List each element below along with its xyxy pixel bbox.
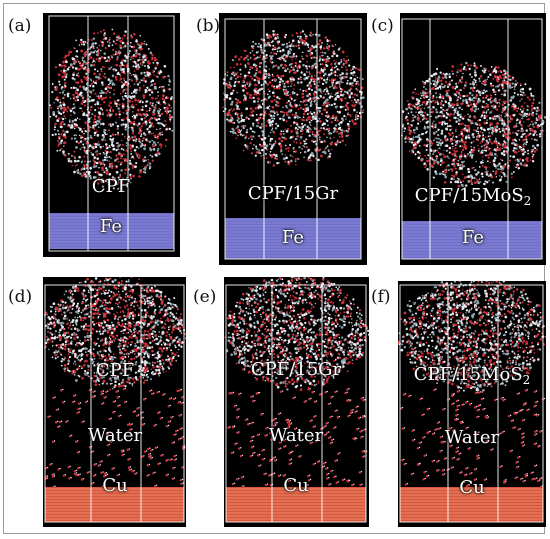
panel-a-fe-label: Fe [99,216,123,237]
panel-c-fe-label: Fe [461,227,485,248]
panel-b-scene [222,18,365,260]
panel-e-water-label: Water [268,425,324,446]
panel-d-water-label: Water [87,425,143,446]
fe-slab [225,218,361,259]
panel-e-cu-label: Cu [283,475,309,496]
panel-c-scene [400,18,546,260]
panel-d-composite-label: CPF [95,360,135,381]
panel-b: CPF/15Gr Fe [219,13,367,265]
panel-c: CPF/15MoS2 Fe [400,13,546,265]
fe-slab [49,213,174,249]
panel-b-tag: (b) [196,16,221,36]
panel-d-scene [44,277,186,523]
panel-e: CPF/15Gr Water Cu [224,277,369,527]
fe-slab [402,221,542,259]
panel-a-tag: (a) [8,16,32,36]
panel-e-composite-label: CPF/15Gr [250,359,342,380]
figure-frame [3,3,545,534]
panel-f-tag: (f) [371,287,391,307]
panel-a-scene [48,15,176,252]
panel-c-tag: (c) [371,16,394,36]
panel-f-composite-label: CPF/15MoS2 [413,364,531,387]
panel-a-composite-label: CPF [91,176,131,197]
panel-a: CPF Fe [43,13,180,257]
panel-f-cu-label: Cu [459,477,485,498]
panel-e-tag: (e) [193,287,217,307]
panel-f-water-label: Water [444,427,500,448]
panel-d-cu-label: Cu [102,475,128,496]
panel-c-composite-label: CPF/15MoS2 [414,185,532,208]
panel-d: CPF Water Cu [43,277,186,527]
panel-f-scene [398,281,546,523]
panel-b-fe-label: Fe [281,227,305,248]
panel-e-scene [224,277,369,523]
panel-b-composite-label: CPF/15Gr [247,183,339,204]
panel-f: CPF/15MoS2 Water Cu [398,281,546,527]
panel-d-tag: (d) [8,287,33,307]
